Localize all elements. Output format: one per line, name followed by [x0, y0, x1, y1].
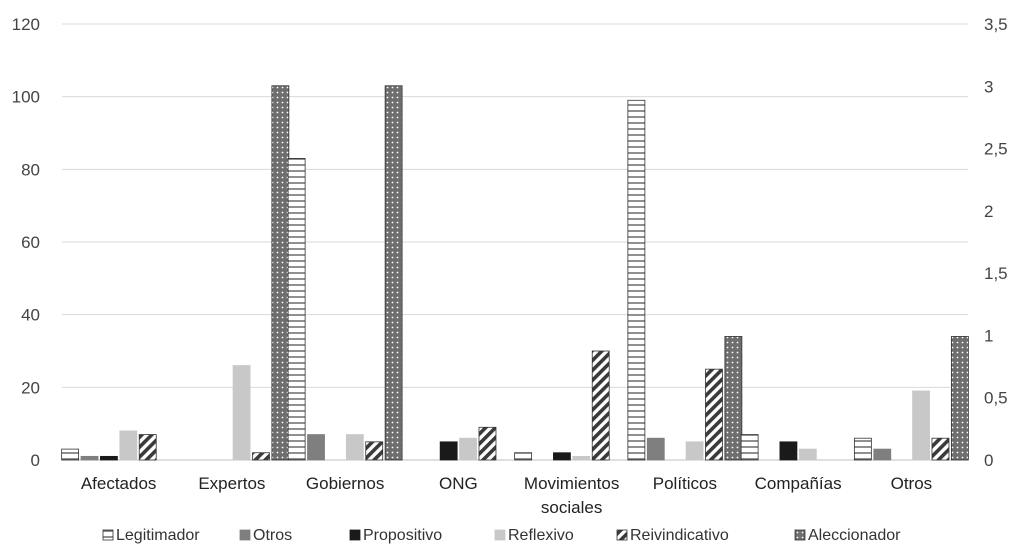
right-axis-tick-label: 0	[984, 451, 993, 470]
bar-reflexivo-2	[232, 365, 251, 461]
left-axis-tick-label: 60	[21, 233, 40, 252]
bar-aleccionador-3	[384, 85, 403, 461]
legend-swatch-reivindicativo	[616, 529, 628, 541]
legend-swatch-reflexivo	[494, 529, 506, 541]
category-labels: Afectados Expertos Gobiernos ONG Movimientos…	[81, 474, 932, 517]
category-label: ONG	[439, 474, 478, 493]
bar-otros-6	[646, 437, 665, 461]
bar-reflexivo-6	[685, 441, 704, 461]
bar-propositivo-4	[439, 441, 458, 461]
category-label: Compañías	[755, 474, 842, 493]
bar-legitimador-1	[61, 448, 80, 461]
bar-aleccionador-2	[271, 85, 290, 461]
bar-legitimador-3	[287, 158, 306, 461]
category-label: sociales	[541, 498, 602, 517]
bar-reivindicativo-5	[591, 350, 610, 461]
bar-reflexivo-8	[912, 390, 930, 461]
legend-swatch-propositivo	[349, 529, 361, 541]
left-axis-tick-label: 0	[31, 451, 40, 470]
right-axis-tick-label: 2,5	[984, 140, 1008, 159]
left-axis-tick-label: 40	[21, 306, 40, 325]
right-axis-tick-label: 3,5	[984, 15, 1008, 34]
bar-reivindicativo-6	[705, 368, 723, 461]
category-label: Políticos	[653, 474, 717, 493]
right-axis-tick-label: 3	[984, 77, 993, 96]
legend-label-reivindicativo: Reivindicativo	[630, 527, 729, 544]
bar-reivindicativo-2	[252, 452, 270, 461]
bars	[61, 85, 969, 461]
bar-otros-8	[873, 448, 892, 461]
bar-legitimador-5	[514, 452, 533, 461]
right-axis-tick-label: 1,5	[984, 264, 1008, 283]
bar-reivindicativo-8	[931, 437, 950, 461]
bar-otros-3	[307, 434, 325, 461]
legend-swatch-aleccionador	[794, 529, 806, 541]
left-axis-tick-label: 120	[12, 15, 40, 34]
axes: 0 20 40 60 80 100 120 0 0,5 1 1,5 2 2,5 3 3,5	[12, 15, 1008, 470]
category-label: Gobiernos	[306, 474, 384, 493]
right-axis-tick-label: 0,5	[984, 389, 1008, 408]
legend-swatch-legitimador	[102, 529, 114, 541]
legend-label-reflexivo: Reflexivo	[508, 527, 574, 544]
bar-propositivo-7	[779, 441, 798, 461]
category-label: Movimientos	[524, 474, 619, 493]
bar-legitimador-8	[853, 437, 872, 461]
bar-otros-1	[80, 455, 99, 461]
legend-label-aleccionador: Aleccionador	[808, 527, 901, 544]
bar-reivindicativo-1	[138, 434, 157, 461]
legend-label-otros: Otros	[253, 527, 292, 544]
left-axis-tick-label: 20	[21, 378, 40, 397]
bar-reflexivo-4	[459, 437, 477, 461]
legend-label-propositivo: Propositivo	[363, 527, 442, 544]
category-label: Expertos	[198, 474, 265, 493]
left-axis-tick-label: 100	[12, 88, 40, 107]
bar-propositivo-1	[100, 455, 118, 461]
category-label: Otros	[891, 474, 933, 493]
bar-legitimador-6	[627, 99, 646, 461]
bar-reflexivo-3	[345, 434, 364, 461]
bar-reflexivo-5	[572, 455, 591, 461]
bar-aleccionador-6	[724, 336, 743, 461]
right-axis-tick-label: 2	[984, 202, 993, 221]
bar-reflexivo-1	[119, 430, 138, 461]
legend-swatch-otros	[239, 529, 251, 541]
bar-legitimador-7	[740, 434, 759, 461]
bar-reivindicativo-3	[365, 441, 384, 461]
gridlines	[62, 23, 968, 461]
bar-aleccionador-8	[950, 336, 969, 461]
left-axis-tick-label: 80	[21, 160, 40, 179]
right-axis-tick-label: 1	[984, 326, 993, 345]
bar-propositivo-5	[553, 452, 571, 461]
category-label: Afectados	[81, 474, 157, 493]
legend-label-legitimador: Legitimador	[116, 527, 200, 544]
bar-reivindicativo-4	[478, 426, 497, 461]
bar-reflexivo-7	[798, 448, 817, 461]
legend: Legitimador Otros Propositivo Reflexivo Reiv…	[102, 527, 901, 544]
